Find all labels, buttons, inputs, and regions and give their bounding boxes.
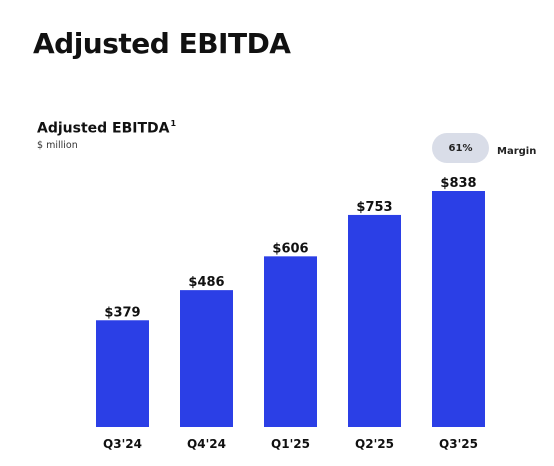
data-label-3: $753	[356, 200, 392, 215]
bar-2	[264, 256, 317, 427]
margin-label: Margin	[497, 146, 537, 157]
data-label-0: $379	[104, 305, 140, 320]
x-tick-label-0: Q3'24	[103, 437, 142, 451]
bar-3	[348, 214, 401, 427]
data-label-2: $606	[272, 241, 308, 256]
margin-value: 61%	[448, 142, 473, 154]
x-tick-label-3: Q2'25	[355, 437, 394, 451]
chart-title-text: Adjusted EBITDA	[37, 120, 170, 137]
bar-4	[432, 191, 485, 427]
margin-badge: 61%	[432, 133, 489, 163]
chart-unit-label: $ million	[37, 140, 78, 151]
x-tick-label-1: Q4'24	[187, 437, 226, 451]
bar-0	[96, 320, 149, 427]
page-title: Adjusted EBITDA	[33, 27, 291, 60]
x-tick-label-4: Q3'25	[439, 437, 478, 451]
x-tick-label-2: Q1'25	[271, 437, 310, 451]
data-label-4: $838	[440, 176, 476, 191]
chart-title: Adjusted EBITDA1	[37, 119, 177, 137]
data-label-1: $486	[188, 275, 224, 290]
bar-1	[180, 290, 233, 427]
chart-title-footnote: 1	[170, 119, 177, 128]
